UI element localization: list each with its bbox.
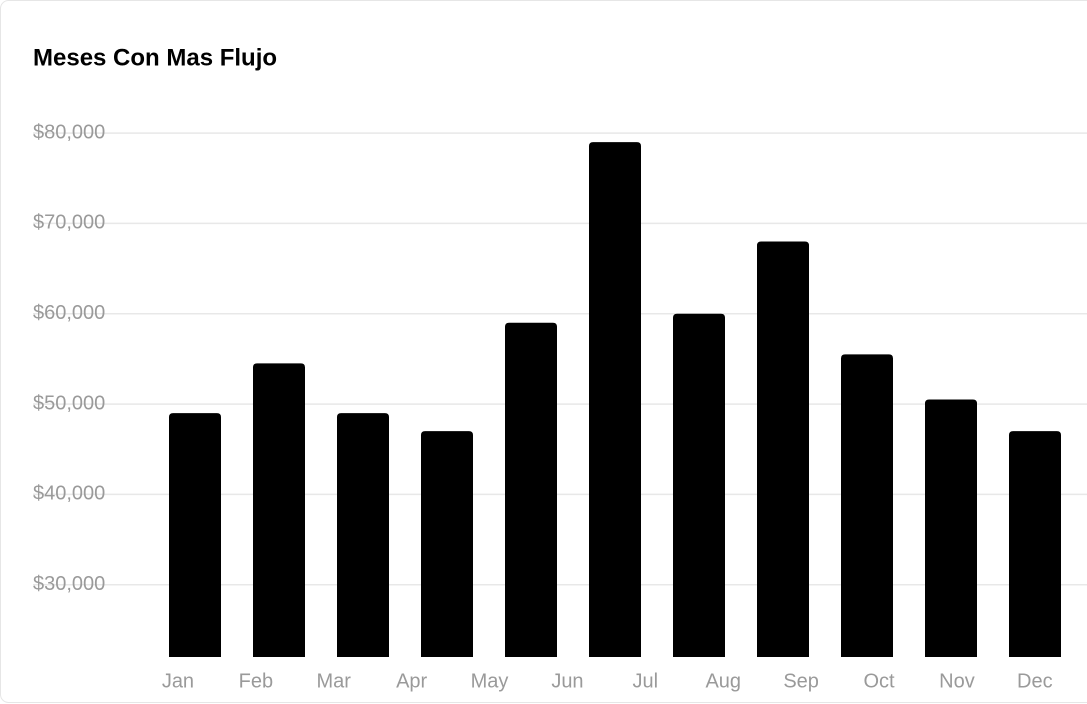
bar — [757, 241, 809, 657]
y-tick-label: $80,000 — [33, 121, 105, 143]
x-tick-label: Jan — [162, 670, 194, 692]
y-tick-label: $70,000 — [33, 212, 105, 234]
x-tick-label: Nov — [939, 670, 975, 692]
bar — [925, 399, 977, 657]
y-tick-label: $40,000 — [33, 483, 105, 505]
bar — [673, 313, 725, 657]
x-tick-label: Sep — [783, 670, 819, 692]
x-tick-label: May — [471, 670, 509, 692]
bar — [169, 413, 221, 657]
bar — [1009, 431, 1061, 657]
bar — [589, 142, 641, 658]
y-tick-label: $60,000 — [33, 302, 105, 324]
bar — [337, 413, 389, 657]
x-tick-label: Aug — [705, 670, 741, 692]
x-tick-label: Apr — [396, 670, 427, 692]
x-tick-label: Dec — [1017, 670, 1053, 692]
y-tick-label: $50,000 — [33, 392, 105, 414]
x-tick-label: Jul — [633, 670, 659, 692]
chart-title: Meses Con Mas Flujo — [33, 44, 277, 71]
x-tick-label: Mar — [317, 670, 352, 692]
x-tick-label: Feb — [239, 670, 273, 692]
bar — [253, 363, 305, 657]
bar — [841, 354, 893, 657]
x-tick-label: Jun — [551, 670, 583, 692]
y-tick-label: $30,000 — [33, 573, 105, 595]
x-tick-label: Oct — [863, 670, 895, 692]
bar — [505, 322, 557, 657]
bar — [421, 431, 473, 657]
